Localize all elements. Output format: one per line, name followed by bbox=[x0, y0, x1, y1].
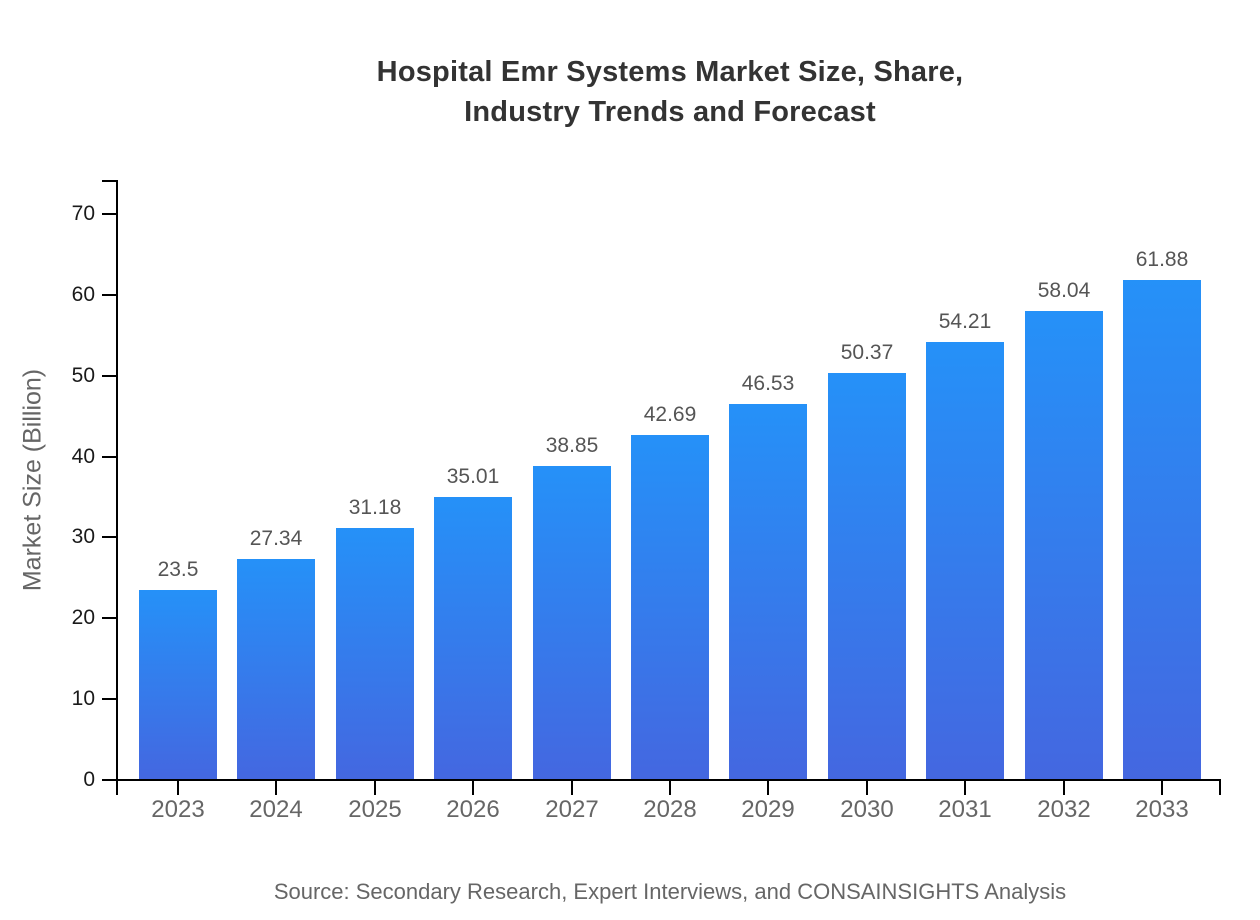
x-tick bbox=[767, 781, 769, 795]
y-tick bbox=[102, 456, 116, 458]
x-axis-end-tick bbox=[1219, 781, 1221, 795]
y-axis-tick-label: 40 bbox=[71, 445, 95, 468]
bar-2023 bbox=[139, 590, 217, 780]
page-title-line-2: Industry Trends and Forecast bbox=[464, 96, 876, 128]
x-axis-tick-label: 2033 bbox=[1135, 796, 1189, 823]
bar-2030 bbox=[828, 373, 906, 780]
bar-value-label: 42.69 bbox=[643, 403, 697, 426]
y-axis-tick-label: 0 bbox=[83, 768, 95, 791]
x-axis-tick-label: 2024 bbox=[249, 796, 303, 823]
bar-2032 bbox=[1025, 311, 1103, 780]
y-tick bbox=[102, 213, 116, 215]
x-tick bbox=[472, 781, 474, 795]
bar-2028 bbox=[631, 435, 709, 780]
x-axis-line bbox=[116, 779, 1221, 781]
bar-2026 bbox=[434, 497, 512, 780]
y-axis-tick-label: 20 bbox=[71, 606, 95, 629]
x-tick bbox=[669, 781, 671, 795]
x-axis-tick-label: 2030 bbox=[840, 796, 894, 823]
y-axis-tick-label: 50 bbox=[71, 364, 95, 387]
y-axis-tick-label: 10 bbox=[71, 687, 95, 710]
y-axis-tick-label: 70 bbox=[71, 202, 95, 225]
bar-value-label: 23.5 bbox=[157, 558, 199, 581]
x-axis-tick-label: 2028 bbox=[643, 796, 697, 823]
bar-2027 bbox=[533, 466, 611, 780]
y-tick bbox=[102, 375, 116, 377]
bar-value-label: 46.53 bbox=[741, 372, 795, 395]
x-axis-tick-label: 2031 bbox=[938, 796, 992, 823]
x-axis-tick-label: 2032 bbox=[1037, 796, 1091, 823]
x-tick bbox=[571, 781, 573, 795]
y-axis-tick-label: 60 bbox=[71, 283, 95, 306]
bar-2024 bbox=[237, 559, 315, 780]
bar-2031 bbox=[926, 342, 1004, 780]
page-title: Hospital Emr Systems Market Size, Share,… bbox=[80, 52, 1260, 132]
bar-2029 bbox=[729, 404, 807, 780]
y-tick bbox=[102, 617, 116, 619]
bar-value-label: 54.21 bbox=[938, 310, 992, 333]
bar-value-label: 61.88 bbox=[1135, 248, 1189, 271]
x-axis-tick-label: 2023 bbox=[151, 796, 205, 823]
y-axis-line bbox=[116, 180, 118, 781]
y-axis-tick-label: 30 bbox=[71, 525, 95, 548]
x-tick bbox=[275, 781, 277, 795]
bar-value-label: 35.01 bbox=[446, 465, 500, 488]
bar-value-label: 31.18 bbox=[348, 496, 402, 519]
x-axis-origin-tick bbox=[116, 781, 118, 795]
y-tick bbox=[102, 779, 116, 781]
source-note: Source: Secondary Research, Expert Inter… bbox=[273, 879, 1067, 904]
x-axis-tick-label: 2025 bbox=[348, 796, 402, 823]
x-tick bbox=[1161, 781, 1163, 795]
x-tick bbox=[866, 781, 868, 795]
y-axis-end-tick bbox=[102, 180, 116, 182]
x-axis-tick-label: 2029 bbox=[741, 796, 795, 823]
bar-value-label: 50.37 bbox=[840, 341, 894, 364]
bar-2025 bbox=[336, 528, 414, 780]
x-axis-tick-label: 2026 bbox=[446, 796, 500, 823]
x-axis-tick-label: 2027 bbox=[545, 796, 599, 823]
x-tick bbox=[374, 781, 376, 795]
bar-value-label: 38.85 bbox=[545, 434, 599, 457]
x-tick bbox=[964, 781, 966, 795]
bar-2033 bbox=[1123, 280, 1201, 780]
x-tick bbox=[1063, 781, 1065, 795]
x-tick bbox=[177, 781, 179, 795]
page-title-line-1: Hospital Emr Systems Market Size, Share, bbox=[376, 56, 964, 88]
y-tick bbox=[102, 698, 116, 700]
bar-value-label: 58.04 bbox=[1037, 279, 1091, 302]
y-tick bbox=[102, 536, 116, 538]
bar-value-label: 27.34 bbox=[249, 527, 303, 550]
y-tick bbox=[102, 294, 116, 296]
